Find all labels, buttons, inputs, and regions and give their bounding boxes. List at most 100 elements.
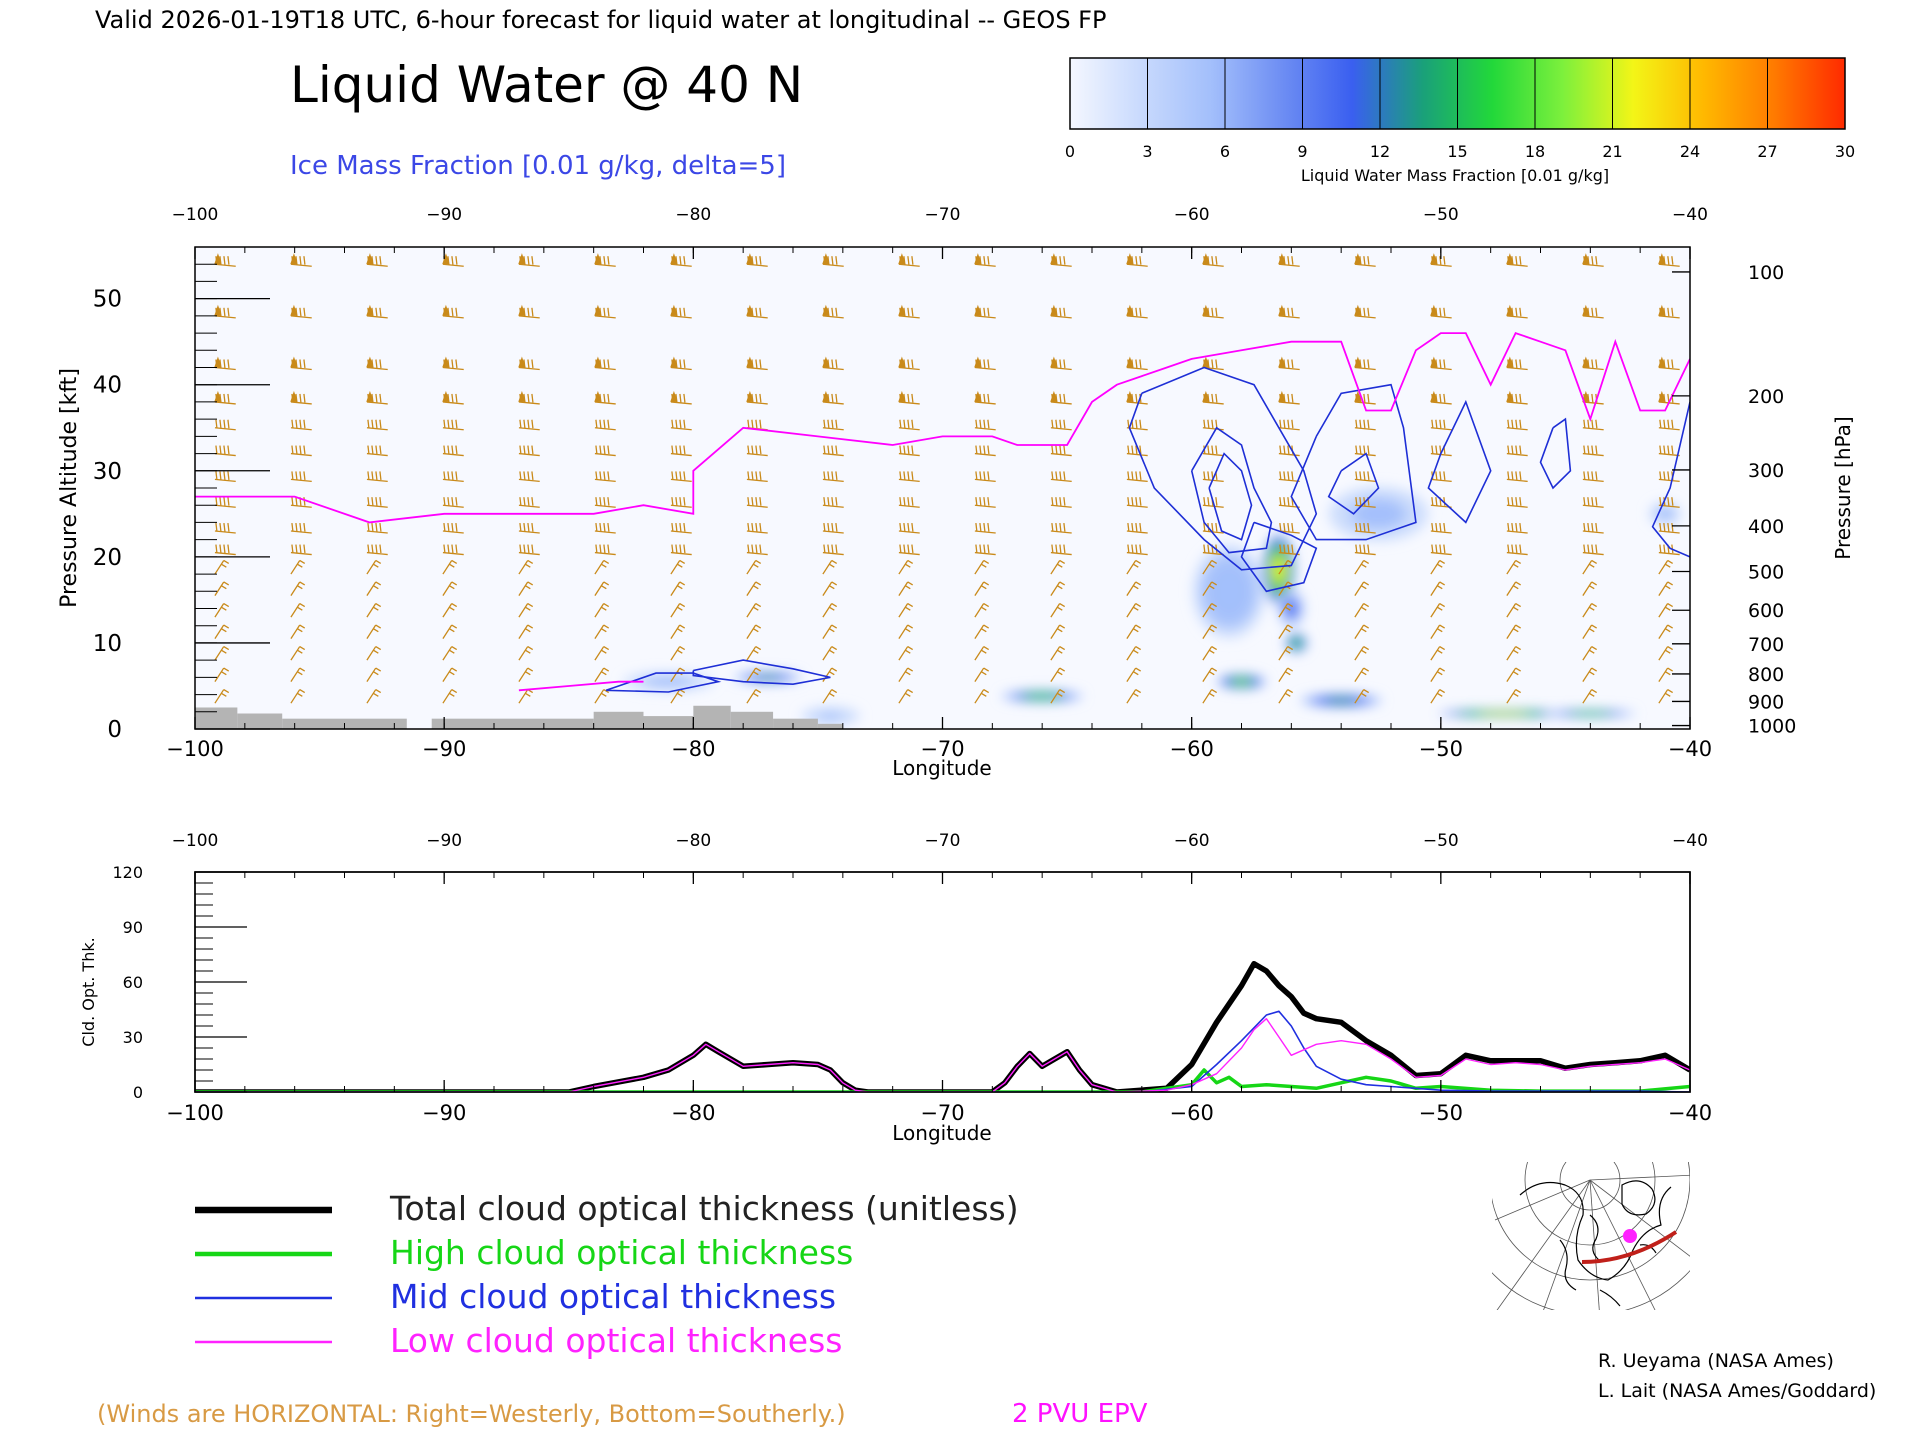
wind-barb	[1430, 544, 1452, 556]
pressure-tick-label: 200	[1748, 386, 1784, 408]
wind-barb	[974, 356, 996, 371]
wind-barb	[1658, 645, 1673, 661]
upper-panel: −100 −100 −90 −90 −80 −80 −70 −70 −60 −60 −50 −50 −4…	[57, 205, 1855, 780]
upper-y-tick-label: 50	[93, 287, 122, 313]
wind-barb	[974, 645, 990, 661]
upper-ylabel-left: Pressure Altitude [kft]	[57, 368, 82, 608]
upper-top-tick-label: −100	[172, 205, 219, 225]
wind-barb	[366, 544, 388, 556]
ice-contour	[1290, 383, 1417, 541]
legend-label-total: Total cloud optical thickness (unitless)	[389, 1189, 1019, 1228]
cross-section-track	[1581, 1230, 1678, 1264]
liquid-water-blob	[1272, 556, 1285, 584]
wind-barb	[1050, 522, 1072, 534]
wind-barb	[214, 559, 230, 575]
liquid-water-blob	[1478, 712, 1528, 716]
wind-barb	[746, 304, 768, 319]
wind-barb	[594, 304, 616, 319]
pressure-tick-label: 900	[1748, 691, 1784, 713]
wind-barb	[746, 645, 762, 661]
terrain-block	[593, 711, 644, 729]
wind-barb	[1430, 304, 1452, 319]
wind-barb	[746, 390, 768, 405]
liquid-water-blob	[1291, 639, 1301, 647]
wind-barb	[594, 419, 616, 431]
wind-barb	[1430, 356, 1452, 371]
wind-barb	[290, 253, 312, 267]
wind-barb	[594, 497, 616, 508]
lower-top-tick-label: −70	[925, 831, 961, 851]
terrain-block	[730, 711, 774, 729]
wind-barb	[518, 624, 534, 639]
wind-barb	[1202, 581, 1218, 596]
wind-barb	[518, 581, 534, 596]
wind-barb	[1354, 356, 1376, 371]
credit-lait: L. Lait (NASA Ames/Goddard)	[1598, 1380, 1876, 1402]
wind-barb	[1050, 559, 1066, 575]
wind-barb	[1506, 390, 1528, 405]
wind-barb	[974, 602, 990, 618]
wind-barb	[1126, 445, 1148, 457]
wind-barb	[1354, 253, 1376, 267]
wind-barb	[442, 445, 464, 457]
wind-barb	[898, 253, 920, 267]
wind-barb	[1278, 624, 1294, 639]
wind-barb	[822, 522, 844, 534]
pressure-tick-label: 300	[1748, 460, 1784, 482]
wind-barb	[1050, 645, 1066, 661]
wind-barb	[1126, 253, 1148, 267]
wind-barb	[442, 390, 464, 405]
wind-barb	[1506, 689, 1521, 704]
ice-contour	[692, 659, 831, 686]
lower-y-tick-label: 90	[123, 918, 143, 937]
wind-barb	[1658, 667, 1673, 683]
lower-top-tick-label: −40	[1672, 831, 1708, 851]
lower-y-tick-label: 30	[123, 1028, 143, 1047]
wind-barb	[670, 356, 692, 371]
wind-barb	[1354, 522, 1376, 534]
wind-barb	[1050, 667, 1066, 683]
wind-barb	[1582, 304, 1604, 319]
upper-x-tick-label: −70	[920, 737, 964, 761]
lower-xlabel: Longitude	[892, 1121, 991, 1145]
wind-barb	[442, 602, 458, 618]
wind-barb	[214, 390, 236, 405]
lower-x-tick-label: −50	[1419, 1101, 1463, 1125]
wind-barb	[214, 497, 236, 508]
wind-barb	[594, 645, 610, 661]
wind-barb	[366, 602, 382, 618]
wind-barb	[1202, 253, 1224, 267]
wind-barb	[822, 667, 838, 683]
wind-barb	[1658, 581, 1673, 596]
wind-barb	[214, 624, 230, 639]
wind-barb	[1506, 602, 1521, 618]
wind-barb	[1506, 253, 1528, 267]
wind-barb	[1126, 497, 1148, 508]
wind-barb	[822, 356, 844, 371]
wind-barb	[518, 471, 540, 483]
upper-x-tick-label: −80	[671, 737, 715, 761]
wind-barb	[1126, 522, 1148, 534]
wind-barb	[290, 667, 306, 683]
upper-y-tick-label: 40	[93, 373, 122, 399]
wind-barb	[974, 471, 996, 483]
wind-barb	[366, 581, 382, 596]
lower-x-tick-label: −90	[422, 1101, 466, 1125]
wind-barb	[670, 304, 692, 319]
wind-barb	[1582, 497, 1604, 508]
terrain-block	[817, 723, 843, 729]
upper-y-tick-label: 20	[93, 545, 122, 571]
wind-barb	[746, 356, 768, 371]
wind-barb	[1430, 471, 1452, 483]
wind-barb	[1506, 356, 1528, 371]
wind-barb	[214, 667, 230, 683]
wind-barb	[1050, 304, 1072, 319]
wind-barb	[670, 497, 692, 508]
liquid-water-blob	[1572, 712, 1608, 716]
wind-barb	[1430, 645, 1446, 661]
colorbar-tick-label: 6	[1220, 142, 1230, 161]
wind-barb	[1050, 497, 1072, 508]
wind-barb	[822, 602, 838, 618]
wind-barb	[1354, 304, 1376, 319]
wind-barb	[594, 624, 610, 639]
